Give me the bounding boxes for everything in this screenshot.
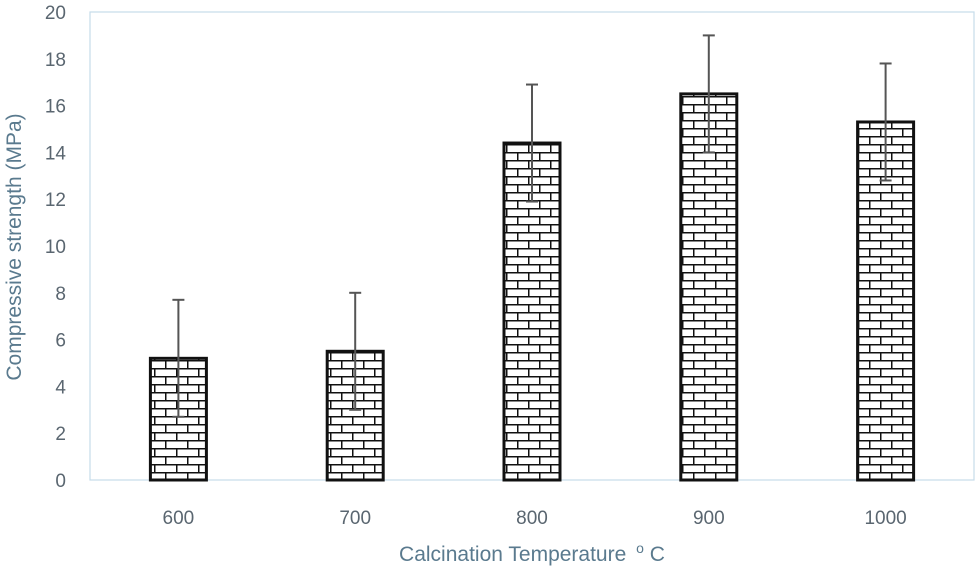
- y-tick-label: 6: [55, 331, 66, 352]
- y-tick-label: 8: [55, 284, 66, 305]
- x-tick-label-600: 600: [163, 508, 195, 529]
- error-bars: [172, 34, 892, 418]
- y-tick-label: 0: [55, 471, 66, 492]
- x-axis-title: Calcination Temperature o C: [399, 535, 665, 566]
- x-axis-title-main: Calcination Temperature: [399, 543, 626, 566]
- error-bar-600: [172, 298, 185, 418]
- error-bar-700: [349, 291, 362, 411]
- y-tick-label: 10: [45, 237, 66, 258]
- bar-1000: [856, 120, 916, 482]
- x-axis-title-unit: C: [650, 543, 665, 566]
- error-bar-900: [702, 34, 715, 154]
- x-tick-label-900: 900: [693, 508, 725, 529]
- y-tick-label: 20: [45, 3, 66, 24]
- y-tick-label: 12: [45, 190, 66, 211]
- x-tick-label-700: 700: [339, 508, 371, 529]
- y-tick-label: 14: [45, 143, 67, 164]
- y-tick-label: 4: [55, 377, 66, 398]
- y-tick-label: 18: [45, 50, 66, 71]
- y-axis: 0 2 4 6 8 10 12 14 16 18 20: [45, 3, 67, 492]
- y-axis-title: Compressive strength (MPa): [3, 113, 26, 380]
- error-bar-1000: [879, 62, 892, 182]
- error-bar-800: [526, 83, 538, 203]
- x-axis-title-unit-super: o: [636, 540, 644, 556]
- y-tick-label: 16: [45, 97, 66, 118]
- x-axis: 600 700 800 900 1000: [163, 508, 907, 529]
- x-tick-label-1000: 1000: [864, 508, 906, 529]
- y-tick-label: 2: [55, 424, 66, 445]
- x-tick-label-800: 800: [516, 508, 548, 529]
